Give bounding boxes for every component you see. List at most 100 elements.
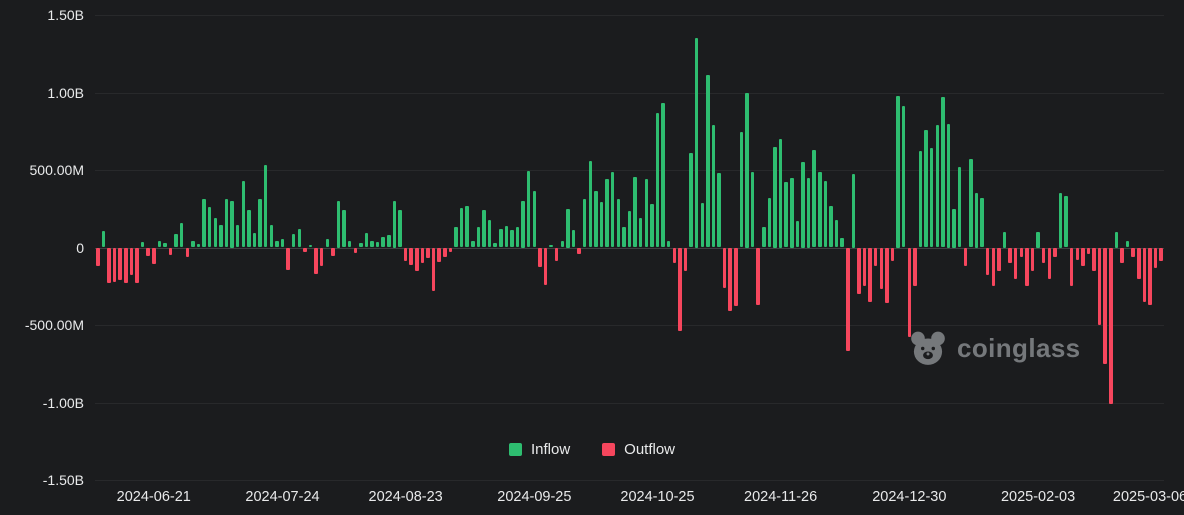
bar-inflow[interactable] (745, 92, 749, 248)
bar-outflow[interactable] (862, 247, 867, 287)
bar-outflow[interactable] (868, 247, 872, 302)
bar-inflow[interactable] (263, 165, 268, 248)
bar-outflow[interactable] (1120, 247, 1124, 263)
bar-inflow[interactable] (381, 237, 385, 248)
bar-inflow[interactable] (213, 218, 218, 248)
bar-inflow[interactable] (180, 222, 184, 248)
bar-outflow[interactable] (1148, 247, 1152, 305)
bar-inflow[interactable] (532, 190, 537, 248)
bar-inflow[interactable] (935, 125, 940, 248)
bar-inflow[interactable] (946, 123, 951, 248)
bar-inflow[interactable] (739, 132, 744, 248)
bar-outflow[interactable] (112, 247, 117, 283)
bar-outflow[interactable] (409, 247, 413, 265)
bar-inflow[interactable] (493, 243, 497, 248)
bar-outflow[interactable] (1153, 247, 1158, 268)
bar-inflow[interactable] (918, 151, 923, 248)
bar-outflow[interactable] (96, 247, 100, 267)
bar-inflow[interactable] (454, 227, 458, 248)
bar-outflow[interactable] (1081, 247, 1085, 267)
legend-item-inflow[interactable]: Inflow (508, 441, 570, 458)
bar-inflow[interactable] (801, 162, 805, 248)
bar-outflow[interactable] (1092, 247, 1096, 271)
bar-outflow[interactable] (577, 247, 581, 255)
bar-inflow[interactable] (163, 242, 167, 248)
bar-outflow[interactable] (672, 247, 676, 263)
bar-inflow[interactable] (560, 241, 565, 248)
bar-inflow[interactable] (622, 226, 626, 248)
bar-outflow[interactable] (1008, 247, 1012, 263)
bar-inflow[interactable] (762, 227, 766, 248)
bar-outflow[interactable] (885, 247, 889, 304)
bar-inflow[interactable] (269, 225, 274, 248)
bar-inflow[interactable] (280, 238, 285, 248)
bar-outflow[interactable] (1075, 247, 1079, 260)
bar-outflow[interactable] (118, 247, 122, 281)
bar-inflow[interactable] (650, 204, 654, 248)
bar-inflow[interactable] (191, 240, 195, 248)
bar-outflow[interactable] (991, 247, 996, 287)
bar-inflow[interactable] (773, 146, 777, 248)
bar-inflow[interactable] (778, 139, 783, 248)
bar-outflow[interactable] (426, 247, 430, 258)
bar-outflow[interactable] (135, 247, 139, 284)
bar-inflow[interactable] (633, 176, 637, 248)
bar-inflow[interactable] (398, 209, 402, 248)
bar-inflow[interactable] (974, 193, 979, 248)
bar-inflow[interactable] (616, 199, 621, 248)
bar-inflow[interactable] (969, 159, 973, 248)
bar-inflow[interactable] (582, 199, 587, 248)
bar-inflow[interactable] (487, 219, 492, 248)
bar-outflow[interactable] (353, 247, 357, 253)
bar-outflow[interactable] (846, 247, 850, 352)
bar-outflow[interactable] (985, 247, 990, 276)
bar-inflow[interactable] (202, 199, 206, 248)
bar-inflow[interactable] (258, 199, 262, 248)
bar-inflow[interactable] (504, 225, 509, 248)
bar-outflow[interactable] (1109, 247, 1113, 405)
bar-outflow[interactable] (543, 247, 548, 285)
bar-outflow[interactable] (1159, 247, 1163, 262)
bar-outflow[interactable] (1047, 247, 1051, 279)
bar-outflow[interactable] (1142, 247, 1147, 302)
bar-outflow[interactable] (1019, 247, 1024, 257)
bar-outflow[interactable] (1086, 247, 1091, 254)
bar-inflow[interactable] (784, 182, 788, 248)
bar-outflow[interactable] (420, 247, 425, 263)
bar-inflow[interactable] (840, 238, 844, 248)
bar-inflow[interactable] (901, 106, 906, 248)
bar-inflow[interactable] (247, 209, 251, 248)
bar-outflow[interactable] (403, 247, 408, 262)
bar-inflow[interactable] (387, 235, 391, 248)
bar-outflow[interactable] (722, 247, 727, 288)
bar-outflow[interactable] (443, 247, 447, 257)
bar-outflow[interactable] (1069, 247, 1074, 287)
bar-outflow[interactable] (1137, 247, 1141, 279)
bar-inflow[interactable] (297, 228, 302, 248)
bar-inflow[interactable] (818, 171, 822, 248)
bar-inflow[interactable] (689, 152, 693, 248)
bar-outflow[interactable] (152, 247, 156, 264)
bar-inflow[interactable] (521, 201, 525, 248)
bar-inflow[interactable] (275, 240, 279, 248)
bar-inflow[interactable] (952, 208, 956, 248)
bar-outflow[interactable] (331, 247, 335, 257)
bar-outflow[interactable] (913, 247, 917, 287)
bar-outflow[interactable] (728, 247, 732, 312)
bar-inflow[interactable] (140, 242, 145, 248)
bar-inflow[interactable] (750, 171, 755, 248)
bar-inflow[interactable] (359, 242, 363, 248)
bar-inflow[interactable] (465, 205, 469, 248)
bar-inflow[interactable] (896, 96, 900, 248)
bar-inflow[interactable] (957, 166, 962, 248)
bar-inflow[interactable] (224, 199, 229, 248)
bar-inflow[interactable] (499, 228, 503, 248)
bar-inflow[interactable] (347, 240, 352, 248)
bar-outflow[interactable] (124, 247, 128, 284)
bar-inflow[interactable] (241, 180, 246, 248)
bar-inflow[interactable] (588, 161, 593, 248)
bar-inflow[interactable] (941, 97, 945, 248)
bar-inflow[interactable] (980, 197, 984, 248)
bar-outflow[interactable] (538, 247, 542, 267)
bar-inflow[interactable] (230, 201, 234, 248)
